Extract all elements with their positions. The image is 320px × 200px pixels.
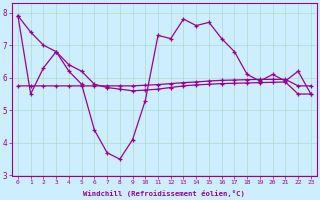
X-axis label: Windchill (Refroidissement éolien,°C): Windchill (Refroidissement éolien,°C) (84, 190, 245, 197)
